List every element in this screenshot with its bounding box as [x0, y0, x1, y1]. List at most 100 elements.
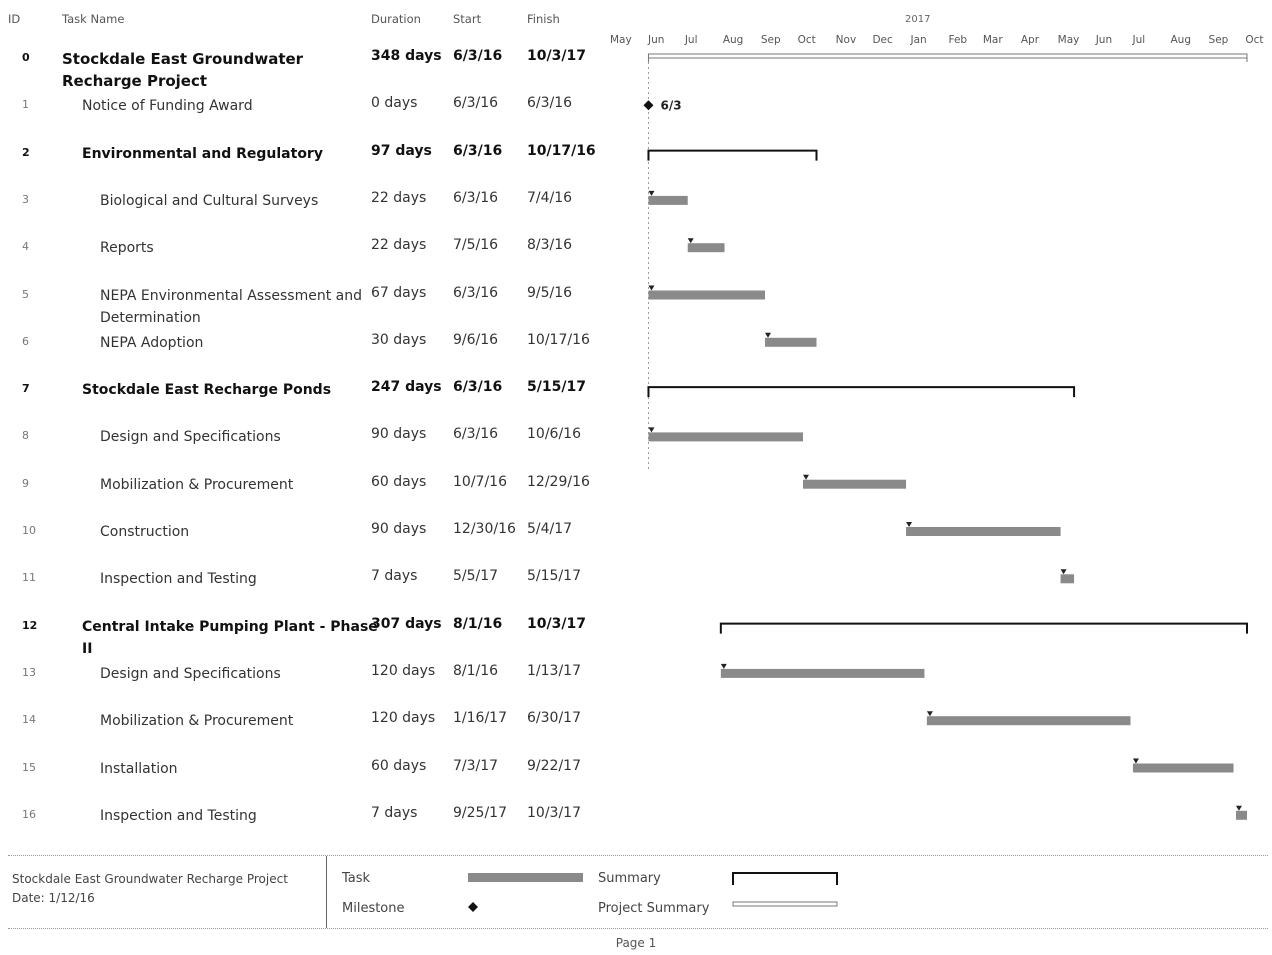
task-finish: 1/13/17	[527, 662, 581, 679]
task-finish: 6/30/17	[527, 710, 581, 727]
task-id: 3	[22, 192, 29, 206]
task-row[interactable]: 5 NEPA Environmental Assessment and Deter…	[0, 285, 600, 331]
timescale-month: May	[1057, 34, 1080, 46]
task-start: 9/6/16	[453, 331, 499, 348]
task-id: 6	[22, 334, 29, 348]
task-name: NEPA Environmental Assessment and Determ…	[100, 287, 362, 326]
task-finish: 12/29/16	[527, 473, 590, 490]
col-header-start: Start	[453, 12, 482, 26]
timescale-month: Jul	[684, 34, 698, 46]
task-start: 9/25/17	[453, 804, 507, 821]
legend-footer: Stockdale East Groundwater Recharge Proj…	[8, 855, 1268, 929]
task-finish: 5/4/17	[527, 521, 573, 537]
timescale-month: Sep	[1208, 34, 1229, 46]
task-duration: 22 days	[371, 237, 427, 254]
task-name: Construction	[100, 524, 190, 540]
timescale-month: Oct	[797, 34, 816, 46]
summary-bar	[719, 622, 1249, 634]
summary-bar	[647, 386, 1076, 398]
col-header-id: ID	[8, 12, 21, 26]
task-id: 12	[22, 618, 38, 632]
task-bar	[926, 716, 1131, 726]
task-finish: 10/3/17	[527, 48, 586, 64]
task-row[interactable]: 0 Stockdale East Groundwater Recharge Pro…	[0, 48, 600, 94]
task-start: 5/5/17	[453, 568, 499, 585]
task-row[interactable]: 1 Notice of Funding Award 0 days 6/3/16 6/3/…	[0, 95, 600, 141]
timescale-month: Jul	[1132, 34, 1146, 46]
task-name: Inspection and Testing	[100, 807, 257, 824]
task-finish: 9/5/16	[527, 284, 573, 301]
task-link-arrow	[764, 332, 771, 338]
task-start: 8/1/16	[453, 662, 499, 679]
task-duration: 120 days	[371, 710, 436, 727]
task-row[interactable]: 6 NEPA Adoption 30 days 9/6/16 10/17/16	[0, 332, 600, 378]
footer-divider	[326, 856, 327, 928]
legend-task-bar	[468, 873, 583, 882]
task-duration: 30 days	[371, 331, 427, 348]
task-name: Biological and Cultural Surveys	[100, 192, 319, 209]
timescale-month: Aug	[1170, 34, 1192, 46]
task-duration: 90 days	[371, 426, 427, 443]
timescale-month: May	[610, 34, 632, 46]
task-start: 1/16/17	[453, 710, 507, 727]
task-start: 6/3/16	[453, 95, 499, 112]
task-start: 6/3/16	[453, 379, 503, 396]
task-duration: 307 days	[371, 615, 442, 632]
task-link-arrow	[720, 663, 727, 669]
timescale-month: Jun	[648, 34, 665, 46]
task-row[interactable]: 3 Biological and Cultural Surveys 22 days 6…	[0, 190, 600, 236]
task-row[interactable]: 11 Inspection and Testing 7 days 5/5/17 5/15…	[0, 568, 600, 614]
task-duration: 348 days	[371, 48, 442, 64]
task-finish: 10/3/17	[527, 615, 586, 632]
task-duration: 7 days	[371, 568, 418, 585]
timescale-month: Apr	[1020, 34, 1040, 46]
task-row[interactable]: 16 Inspection and Testing 7 days 9/25/17 10/…	[0, 805, 600, 851]
task-start: 7/3/17	[453, 757, 499, 774]
task-bar	[648, 195, 688, 205]
task-link-arrow	[1132, 758, 1139, 764]
task-row[interactable]: 12 Central Intake Pumping Plant - Phase I…	[0, 616, 600, 662]
task-id: 13	[22, 665, 36, 679]
timescale-month: Mar	[982, 34, 1003, 46]
task-duration: 247 days	[371, 379, 442, 396]
task-bar	[687, 243, 725, 253]
milestone-label: 6/3	[660, 98, 681, 112]
task-name: Environmental and Regulatory	[82, 145, 323, 162]
task-start: 12/30/16	[453, 521, 516, 537]
task-name: Stockdale East Groundwater Recharge Proj…	[62, 50, 304, 90]
task-duration: 0 days	[371, 95, 418, 112]
task-name: Design and Specifications	[100, 665, 281, 682]
task-row[interactable]: 4 Reports 22 days 7/5/16 8/3/16	[0, 237, 600, 283]
task-id: 8	[22, 429, 29, 443]
task-bar	[720, 668, 925, 678]
legend-symbols	[468, 872, 838, 912]
col-header-finish: Finish	[527, 12, 560, 26]
task-name: Central Intake Pumping Plant - Phase II	[82, 618, 378, 657]
task-name: Inspection and Testing	[100, 571, 257, 588]
task-bar	[648, 432, 804, 442]
timescale-month: Dec	[872, 34, 893, 46]
task-finish: 8/3/16	[527, 237, 573, 254]
task-row[interactable]: 2 Environmental and Regulatory 97 days 6/3/…	[0, 143, 600, 189]
col-header-duration: Duration	[371, 12, 421, 26]
footer-project-name: Stockdale East Groundwater Recharge Proj…	[12, 872, 288, 886]
task-row[interactable]: 14 Mobilization & Procurement 120 days 1/16…	[0, 710, 600, 756]
task-row[interactable]: 10 Construction 90 days 12/30/16 5/4/17	[0, 521, 600, 567]
task-start: 6/3/16	[453, 284, 499, 301]
legend-project-summary-label: Project Summary	[598, 901, 710, 916]
task-finish: 6/3/16	[527, 95, 573, 112]
timescale-month: Oct	[1245, 34, 1264, 46]
task-duration: 60 days	[371, 757, 427, 774]
task-row[interactable]: 8 Design and Specifications 90 days 6/3/16 1…	[0, 426, 600, 472]
task-duration: 67 days	[371, 284, 427, 301]
task-row[interactable]: 15 Installation 60 days 7/3/17 9/22/17	[0, 758, 600, 804]
timescale-month: Nov	[835, 34, 857, 46]
legend-summary-label: Summary	[598, 871, 661, 886]
legend-project-summary-bar	[732, 901, 838, 907]
task-duration: 60 days	[371, 473, 427, 490]
task-row[interactable]: 7 Stockdale East Recharge Ponds 247 days 6/…	[0, 379, 600, 425]
timescale-month: Sep	[760, 34, 781, 46]
task-row[interactable]: 13 Design and Specifications 120 days 8/1/1…	[0, 663, 600, 709]
task-row[interactable]: 9 Mobilization & Procurement 60 days 10/7/1…	[0, 474, 600, 520]
